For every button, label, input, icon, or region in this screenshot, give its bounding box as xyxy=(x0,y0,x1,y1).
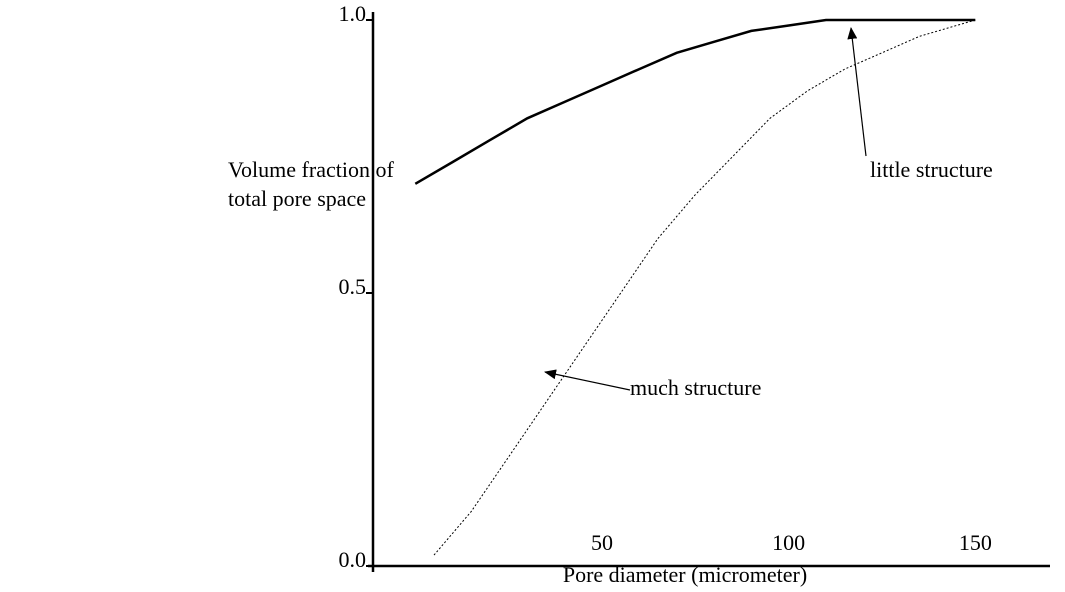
y-tick-label: 1.0 xyxy=(339,1,367,26)
y-tick-label: 0.5 xyxy=(339,274,367,299)
annotation-arrow xyxy=(544,369,631,391)
x-tick-label: 100 xyxy=(772,530,805,555)
y-axis-label: total pore space xyxy=(228,186,366,211)
data-line xyxy=(433,19,976,556)
y-tick-label: 0.0 xyxy=(339,547,367,572)
annotation: much structure xyxy=(630,375,761,400)
data-line xyxy=(414,18,976,185)
x-tick-label: 150 xyxy=(959,530,992,555)
y-axis-label: Volume fraction of xyxy=(228,157,394,182)
annotation-arrow xyxy=(847,27,867,157)
x-tick-label: 50 xyxy=(591,530,613,555)
annotation: little structure xyxy=(870,157,993,182)
